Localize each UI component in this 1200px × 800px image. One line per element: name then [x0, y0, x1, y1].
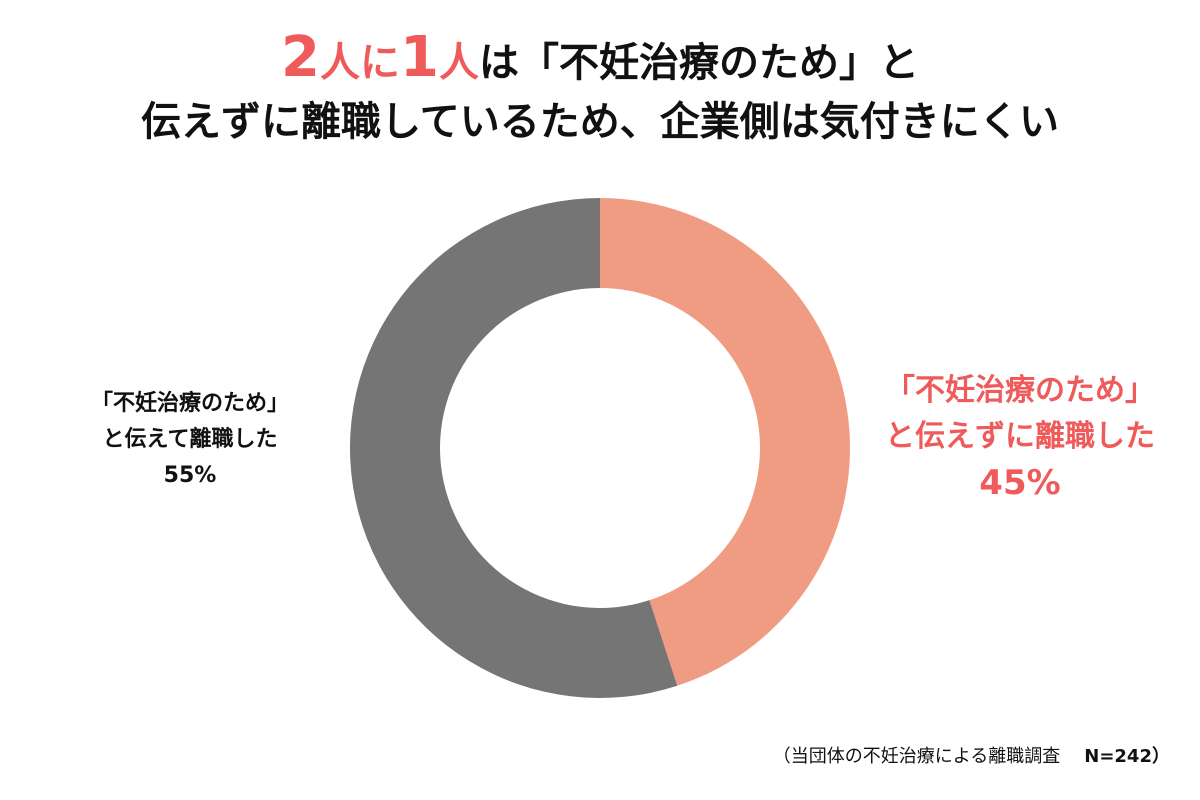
title-highlight-1: 1 [400, 25, 439, 90]
donut-slice-1 [350, 198, 678, 698]
slice-label-told-line1: 「不妊治療のため」 [90, 391, 289, 416]
donut-slice-0 [600, 198, 850, 686]
slice-value-not-told: 45% [979, 463, 1061, 503]
source-footnote: （当団体の不妊治療による離職調査 N=242） [773, 742, 1170, 768]
title-highlight-unit1: 人に [320, 40, 400, 86]
chart-title-line2: 伝えずに離職しているため、企業側は気付きにくい [141, 99, 1059, 145]
title-highlight-unit2: 人 [438, 40, 479, 86]
slice-label-not-told-line1: 「不妊治療のため」 [885, 373, 1155, 408]
title-rest: は「不妊治療のため」と [478, 40, 919, 86]
title-highlight-2: 2 [281, 25, 320, 90]
slice-label-not-told-line2: と伝えずに離職した [885, 419, 1155, 454]
footnote-text: （当団体の不妊治療による離職調査 [772, 746, 1061, 767]
slice-label-told-line2: と伝えて離職した [102, 427, 278, 452]
chart-title-line1: 2人に1人は「不妊治療のため」と [0, 28, 1200, 93]
slice-label-not-told: 「不妊治療のため」 と伝えずに離職した 45% [850, 368, 1190, 506]
sample-size: N=242） [1084, 746, 1170, 767]
slice-label-told: 「不妊治療のため」 と伝えて離職した 55% [40, 386, 340, 494]
slice-value-told: 55% [163, 463, 217, 488]
